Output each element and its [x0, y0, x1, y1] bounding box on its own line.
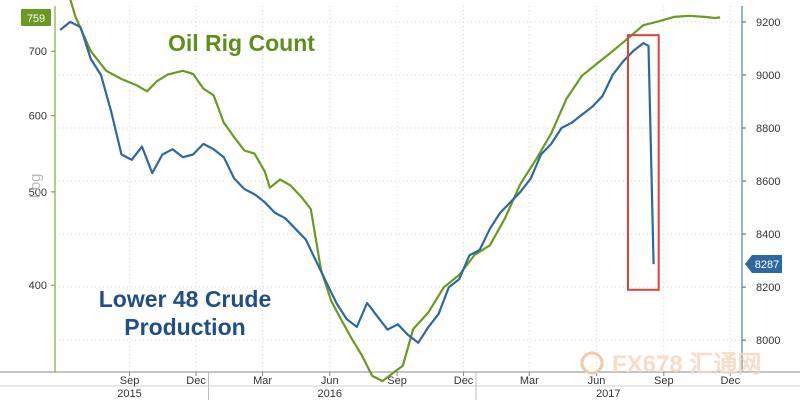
right-axis-tick-label: 8400 [756, 229, 780, 241]
right-axis-tick-label: 9200 [756, 17, 780, 29]
right-axis-tick-label: 8600 [756, 176, 780, 188]
left-axis-tick-label: 500 [29, 187, 47, 199]
watermark: FX678 汇通网 [580, 351, 761, 378]
annotation-oil-rig-count: Oil Rig Count [168, 30, 315, 56]
x-axis-tick-label: Jun [588, 375, 606, 387]
x-axis-year-label: 2015 [117, 388, 141, 400]
badge-oil-rig-count-label: 759 [27, 13, 45, 25]
x-axis-tick-label: Sep [120, 375, 140, 387]
right-axis-tick-label: 8200 [756, 282, 780, 294]
x-axis-tick-label: Dec [186, 375, 206, 387]
x-axis-year-label: 2016 [318, 388, 342, 400]
highlight-rect [626, 34, 660, 291]
series-line-lower-48-crude-production [59, 20, 655, 344]
annotations: Oil Rig Count Lower 48 Crude Production [99, 30, 316, 340]
x-axis-tick-label: Sep [387, 375, 407, 387]
x-axis-tick-label: Dec [454, 375, 474, 387]
x-axis-tick-label: Jun [321, 375, 339, 387]
watermark-logo-icon [580, 351, 604, 375]
last-value-badges: 759 8287 [21, 9, 782, 274]
series-layer [59, 0, 721, 383]
right-axis-tick-label: 9000 [756, 70, 780, 82]
x-axis-year-label: 2017 [596, 388, 620, 400]
x-axis-tick-label: Mar [520, 375, 539, 387]
right-axis: 8000 8200 8400 8600 8800 9000 9200 [742, 17, 780, 347]
watermark-text: FX678 汇通网 [612, 351, 761, 378]
right-axis-tick-label: 8000 [756, 335, 780, 347]
highlight-box [626, 34, 660, 291]
series-line-oil-rig-count [69, 0, 721, 383]
x-axis-tick-label: Mar [253, 375, 272, 387]
annotation-lower-48-crude-production: Lower 48 Crude Production [99, 286, 272, 340]
right-axis-tick-label: 8800 [756, 123, 780, 135]
badge-lower-48-production-label: 8287 [755, 259, 779, 271]
plot-frame [0, 6, 800, 387]
left-axis-label: Log [27, 173, 44, 198]
x-axis: Sep Dec Mar Jun Sep Dec Mar Jun Sep Dec 2015 2016 20… [117, 372, 741, 400]
left-axis-tick-label: 400 [29, 280, 47, 292]
badge-lower-48-production [745, 255, 782, 274]
left-axis-tick-label: 600 [29, 111, 47, 123]
left-axis-tick-label: 700 [29, 46, 47, 58]
x-axis-tick-label: Sep [654, 375, 674, 387]
left-axis: 400 500 600 700 [29, 46, 55, 292]
badge-oil-rig-count [21, 9, 51, 26]
x-axis-tick-label: Dec [721, 375, 741, 387]
